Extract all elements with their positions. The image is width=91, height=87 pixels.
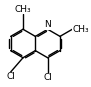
Text: Cl: Cl bbox=[6, 72, 15, 81]
Text: CH₃: CH₃ bbox=[72, 25, 89, 34]
Text: CH₃: CH₃ bbox=[15, 5, 31, 14]
Text: Cl: Cl bbox=[43, 73, 52, 82]
Text: N: N bbox=[44, 20, 51, 29]
